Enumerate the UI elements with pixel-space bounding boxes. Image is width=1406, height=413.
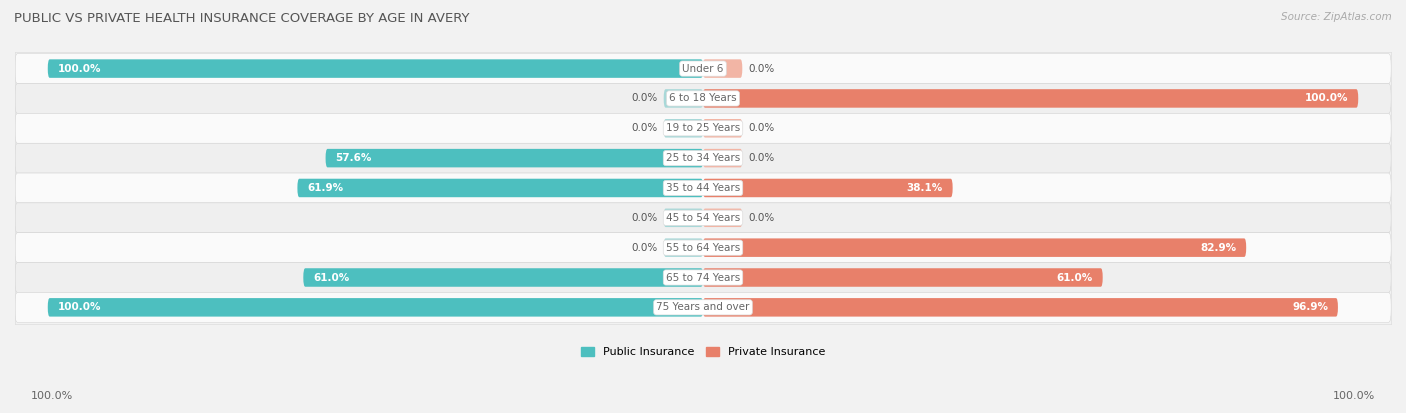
FancyBboxPatch shape (703, 59, 742, 78)
Text: 100.0%: 100.0% (1305, 93, 1348, 103)
FancyBboxPatch shape (664, 119, 703, 138)
FancyBboxPatch shape (703, 238, 1246, 257)
Text: 0.0%: 0.0% (749, 64, 775, 74)
FancyBboxPatch shape (703, 179, 953, 197)
Text: 55 to 64 Years: 55 to 64 Years (666, 243, 740, 253)
Text: 25 to 34 Years: 25 to 34 Years (666, 153, 740, 163)
FancyBboxPatch shape (703, 149, 742, 167)
FancyBboxPatch shape (15, 113, 1391, 143)
FancyBboxPatch shape (703, 298, 1339, 317)
FancyBboxPatch shape (304, 268, 703, 287)
FancyBboxPatch shape (15, 233, 1391, 263)
Text: 0.0%: 0.0% (749, 213, 775, 223)
Text: 100.0%: 100.0% (58, 64, 101, 74)
FancyBboxPatch shape (15, 54, 1391, 83)
Text: 100.0%: 100.0% (31, 391, 73, 401)
Text: 38.1%: 38.1% (907, 183, 943, 193)
Text: 65 to 74 Years: 65 to 74 Years (666, 273, 740, 282)
FancyBboxPatch shape (703, 89, 1358, 108)
Text: PUBLIC VS PRIVATE HEALTH INSURANCE COVERAGE BY AGE IN AVERY: PUBLIC VS PRIVATE HEALTH INSURANCE COVER… (14, 12, 470, 25)
FancyBboxPatch shape (664, 89, 703, 108)
Text: 0.0%: 0.0% (749, 123, 775, 133)
Text: 6 to 18 Years: 6 to 18 Years (669, 93, 737, 103)
Text: 19 to 25 Years: 19 to 25 Years (666, 123, 740, 133)
Text: 0.0%: 0.0% (749, 153, 775, 163)
Text: 0.0%: 0.0% (631, 213, 657, 223)
FancyBboxPatch shape (664, 209, 703, 227)
FancyBboxPatch shape (664, 238, 703, 257)
Legend: Public Insurance, Private Insurance: Public Insurance, Private Insurance (576, 342, 830, 362)
Text: 100.0%: 100.0% (58, 302, 101, 312)
Text: 61.0%: 61.0% (1057, 273, 1092, 282)
FancyBboxPatch shape (15, 203, 1391, 233)
FancyBboxPatch shape (15, 263, 1391, 292)
FancyBboxPatch shape (48, 298, 703, 317)
Text: Source: ZipAtlas.com: Source: ZipAtlas.com (1281, 12, 1392, 22)
Text: Under 6: Under 6 (682, 64, 724, 74)
Text: 0.0%: 0.0% (631, 123, 657, 133)
Text: 75 Years and over: 75 Years and over (657, 302, 749, 312)
FancyBboxPatch shape (15, 83, 1391, 113)
Text: 0.0%: 0.0% (631, 93, 657, 103)
FancyBboxPatch shape (15, 173, 1391, 203)
Text: 35 to 44 Years: 35 to 44 Years (666, 183, 740, 193)
FancyBboxPatch shape (703, 119, 742, 138)
Text: 61.9%: 61.9% (308, 183, 343, 193)
FancyBboxPatch shape (703, 268, 1102, 287)
Text: 96.9%: 96.9% (1292, 302, 1329, 312)
Text: 61.0%: 61.0% (314, 273, 349, 282)
FancyBboxPatch shape (15, 143, 1391, 173)
FancyBboxPatch shape (298, 179, 703, 197)
FancyBboxPatch shape (48, 59, 703, 78)
FancyBboxPatch shape (703, 209, 742, 227)
FancyBboxPatch shape (326, 149, 703, 167)
Text: 82.9%: 82.9% (1201, 243, 1236, 253)
Text: 100.0%: 100.0% (1333, 391, 1375, 401)
Text: 0.0%: 0.0% (631, 243, 657, 253)
Text: 57.6%: 57.6% (336, 153, 371, 163)
FancyBboxPatch shape (15, 292, 1391, 322)
Text: 45 to 54 Years: 45 to 54 Years (666, 213, 740, 223)
